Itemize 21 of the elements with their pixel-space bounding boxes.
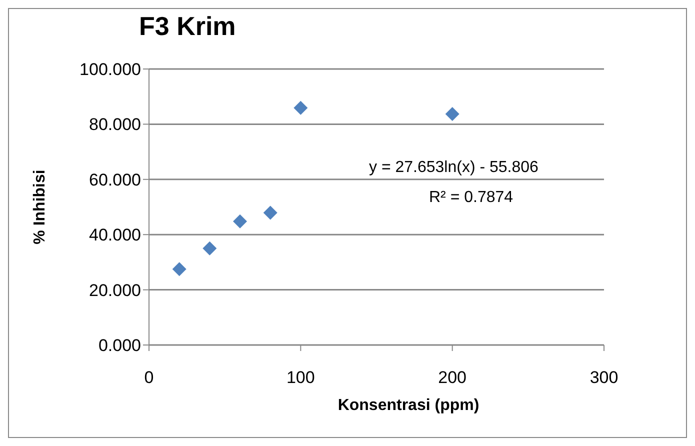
point <box>263 206 278 220</box>
y-tick-label: 20.000 <box>89 280 141 300</box>
point <box>233 214 247 228</box>
x-tick-label: 200 <box>438 368 467 388</box>
chart-title: F3 Krim <box>139 11 236 42</box>
y-tick-label: 40.000 <box>89 226 141 245</box>
x-tick-label: 0 <box>144 368 154 388</box>
y-axis-title: % Inhibisi <box>32 170 49 244</box>
point <box>202 241 217 256</box>
annotation: R² = 0.7874 <box>429 189 514 207</box>
point <box>445 106 460 121</box>
annotation: y = 27.653ln(x) - 55.806 <box>369 159 538 177</box>
x-tick-label: 100 <box>286 368 315 388</box>
point <box>172 262 186 276</box>
y-tick-label: 100.000 <box>80 60 141 80</box>
y-tick-label: 0.000 <box>98 336 141 356</box>
x-axis-title: Konsentrasi (ppm) <box>336 397 480 415</box>
y-tick-label: 60.000 <box>89 170 141 190</box>
x-tick-label: 300 <box>590 368 618 388</box>
y-tick-label: 80.000 <box>89 115 141 134</box>
point <box>294 100 308 115</box>
